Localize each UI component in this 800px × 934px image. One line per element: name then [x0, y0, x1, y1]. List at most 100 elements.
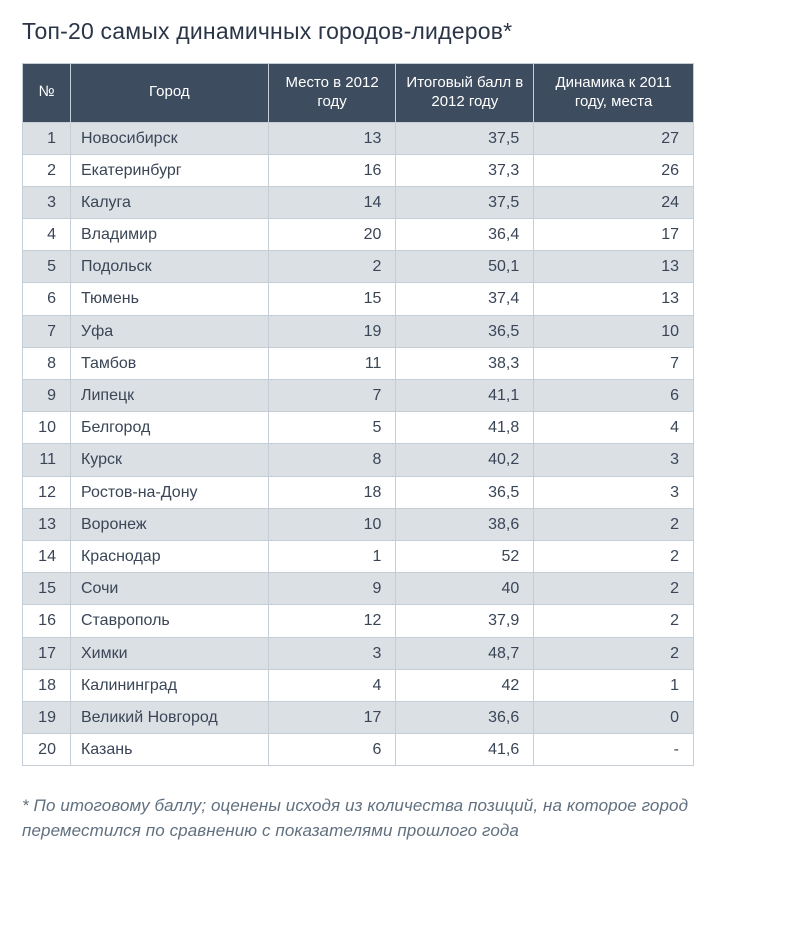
cell-rank: 11 — [23, 444, 71, 476]
cell-score: 37,3 — [396, 154, 534, 186]
cell-score: 41,6 — [396, 734, 534, 766]
table-row: 11Курск840,23 — [23, 444, 694, 476]
cell-score: 40,2 — [396, 444, 534, 476]
col-header-dynamics: Динамика к 2011 году, места — [534, 64, 694, 123]
cell-place: 15 — [268, 283, 396, 315]
cell-rank: 4 — [23, 219, 71, 251]
cell-dynamics: 6 — [534, 380, 694, 412]
cell-dynamics: 24 — [534, 186, 694, 218]
cell-place: 13 — [268, 122, 396, 154]
cell-score: 37,4 — [396, 283, 534, 315]
cell-dynamics: 17 — [534, 219, 694, 251]
cell-rank: 9 — [23, 380, 71, 412]
cell-place: 19 — [268, 315, 396, 347]
cell-score: 41,8 — [396, 412, 534, 444]
cell-rank: 20 — [23, 734, 71, 766]
col-header-place: Место в 2012 году — [268, 64, 396, 123]
cell-rank: 15 — [23, 573, 71, 605]
table-row: 4Владимир2036,417 — [23, 219, 694, 251]
cell-score: 52 — [396, 540, 534, 572]
cell-place: 10 — [268, 508, 396, 540]
cell-rank: 7 — [23, 315, 71, 347]
table-body: 1Новосибирск1337,5272Екатеринбург1637,32… — [23, 122, 694, 766]
cell-city: Краснодар — [70, 540, 268, 572]
table-header-row: № Город Место в 2012 году Итоговый балл … — [23, 64, 694, 123]
table-row: 5Подольск250,113 — [23, 251, 694, 283]
cell-dynamics: 7 — [534, 347, 694, 379]
col-header-rank: № — [23, 64, 71, 123]
cell-score: 38,3 — [396, 347, 534, 379]
cell-rank: 12 — [23, 476, 71, 508]
cell-city: Казань — [70, 734, 268, 766]
cell-dynamics: 10 — [534, 315, 694, 347]
cell-dynamics: 2 — [534, 540, 694, 572]
cell-dynamics: 2 — [534, 508, 694, 540]
cell-rank: 19 — [23, 701, 71, 733]
cell-rank: 14 — [23, 540, 71, 572]
cell-dynamics: 13 — [534, 283, 694, 315]
cell-place: 2 — [268, 251, 396, 283]
table-row: 9Липецк741,16 — [23, 380, 694, 412]
table-row: 10Белгород541,84 — [23, 412, 694, 444]
cell-score: 36,6 — [396, 701, 534, 733]
col-header-city: Город — [70, 64, 268, 123]
cell-place: 20 — [268, 219, 396, 251]
cell-city: Курск — [70, 444, 268, 476]
cell-place: 14 — [268, 186, 396, 218]
cell-score: 37,5 — [396, 186, 534, 218]
cell-city: Сочи — [70, 573, 268, 605]
table-row: 14Краснодар1522 — [23, 540, 694, 572]
cell-city: Владимир — [70, 219, 268, 251]
cell-rank: 1 — [23, 122, 71, 154]
cell-rank: 17 — [23, 637, 71, 669]
cell-score: 41,1 — [396, 380, 534, 412]
table-row: 18Калининград4421 — [23, 669, 694, 701]
cell-score: 37,5 — [396, 122, 534, 154]
cell-place: 4 — [268, 669, 396, 701]
cell-score: 37,9 — [396, 605, 534, 637]
cell-rank: 2 — [23, 154, 71, 186]
cell-city: Калининград — [70, 669, 268, 701]
cell-rank: 10 — [23, 412, 71, 444]
cell-dynamics: 2 — [534, 605, 694, 637]
table-row: 2Екатеринбург1637,326 — [23, 154, 694, 186]
table-row: 16Ставрополь1237,92 — [23, 605, 694, 637]
cell-dynamics: 3 — [534, 476, 694, 508]
footnote: * По итоговому баллу; оценены исходя из … — [22, 794, 778, 843]
cell-rank: 8 — [23, 347, 71, 379]
col-header-score: Итоговый балл в 2012 году — [396, 64, 534, 123]
cell-city: Калуга — [70, 186, 268, 218]
cell-place: 1 — [268, 540, 396, 572]
cell-score: 36,4 — [396, 219, 534, 251]
cell-rank: 6 — [23, 283, 71, 315]
cell-place: 16 — [268, 154, 396, 186]
cell-city: Великий Новгород — [70, 701, 268, 733]
table-row: 1Новосибирск1337,527 — [23, 122, 694, 154]
cell-dynamics: 2 — [534, 573, 694, 605]
cell-score: 40 — [396, 573, 534, 605]
table-row: 12Ростов-на-Дону1836,53 — [23, 476, 694, 508]
cell-rank: 3 — [23, 186, 71, 218]
cell-city: Липецк — [70, 380, 268, 412]
cell-score: 36,5 — [396, 476, 534, 508]
cell-city: Воронеж — [70, 508, 268, 540]
cell-rank: 5 — [23, 251, 71, 283]
cell-score: 50,1 — [396, 251, 534, 283]
table-row: 20Казань641,6- — [23, 734, 694, 766]
table-row: 17Химки348,72 — [23, 637, 694, 669]
page-title: Топ-20 самых динамичных городов-лидеров* — [22, 18, 778, 45]
cell-city: Подольск — [70, 251, 268, 283]
table-row: 13Воронеж1038,62 — [23, 508, 694, 540]
cell-score: 38,6 — [396, 508, 534, 540]
cell-place: 7 — [268, 380, 396, 412]
cell-score: 36,5 — [396, 315, 534, 347]
cell-dynamics: 26 — [534, 154, 694, 186]
cell-city: Химки — [70, 637, 268, 669]
cell-dynamics: 27 — [534, 122, 694, 154]
cell-place: 5 — [268, 412, 396, 444]
table-row: 8Тамбов1138,37 — [23, 347, 694, 379]
cell-dynamics: 4 — [534, 412, 694, 444]
cell-place: 9 — [268, 573, 396, 605]
cell-dynamics: 0 — [534, 701, 694, 733]
table-row: 19Великий Новгород1736,60 — [23, 701, 694, 733]
